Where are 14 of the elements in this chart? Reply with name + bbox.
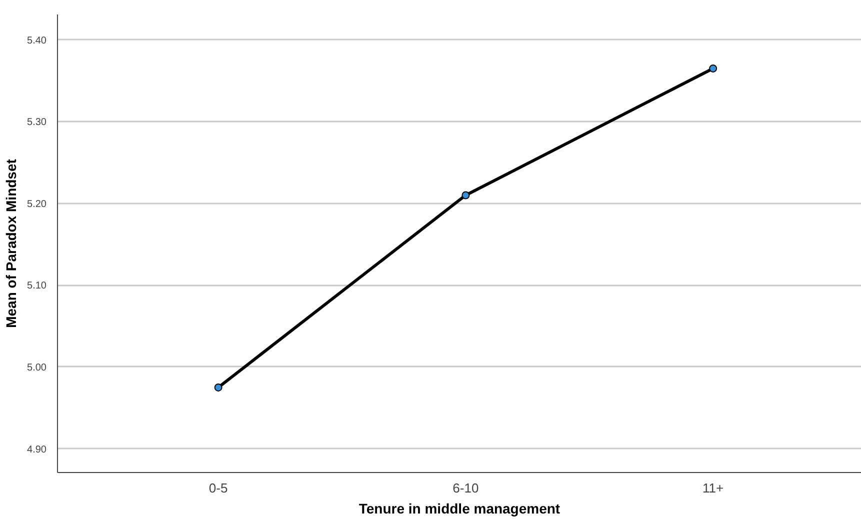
x-tick-label: 11+ — [702, 480, 724, 496]
y-tick-label: 5.10 — [27, 280, 47, 292]
point — [462, 191, 470, 200]
point — [214, 383, 222, 392]
x-tick-label: 0-5 — [208, 480, 228, 496]
y-tick-label: 4.90 — [27, 444, 47, 456]
point — [709, 64, 718, 72]
y-tick-label: 5.40 — [27, 35, 47, 46]
y-tick-label: 5.00 — [27, 362, 47, 374]
x-tick-label: 6-10 — [452, 480, 479, 496]
y-tick-label: 5.20 — [27, 198, 47, 210]
x-axis-title: Tenure in middle management — [358, 500, 560, 516]
y-axis-title: Mean of Paradox Mindset — [3, 158, 20, 328]
y-tick-label: 5.30 — [27, 117, 47, 128]
